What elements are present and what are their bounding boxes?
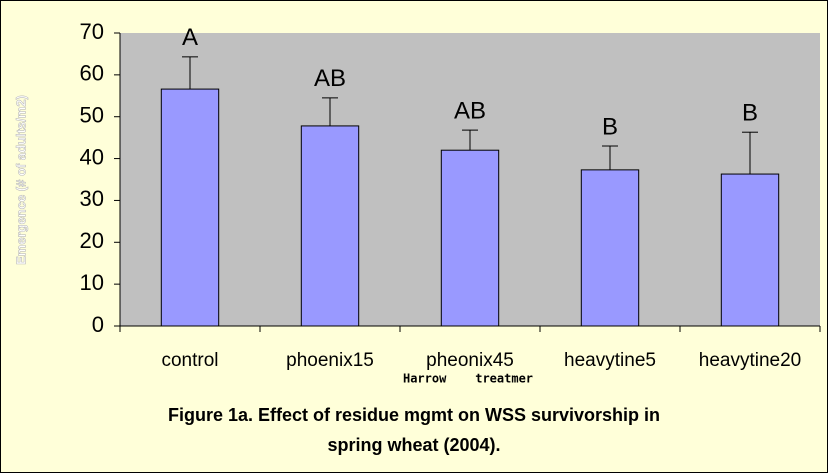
y-tick-label: 40 xyxy=(80,144,104,169)
caption: Figure 1a. Effect of residue mgmt on WSS… xyxy=(168,405,660,455)
error-bar xyxy=(182,56,198,90)
x-axis-label: Harrow treatmer xyxy=(403,372,533,386)
y-axis-label: Emergence (# of adults/m2) xyxy=(13,95,28,265)
bar xyxy=(300,125,360,327)
significance-letter: AB xyxy=(314,65,346,92)
significance-letter: AB xyxy=(454,97,486,124)
caption-line: Figure 1a. Effect of residue mgmt on WSS… xyxy=(168,405,660,425)
bar xyxy=(440,149,500,327)
x-tick-label: heavytine5 xyxy=(564,350,656,371)
y-tick-label: 50 xyxy=(80,103,104,128)
x-tick-label: heavytine20 xyxy=(699,350,801,371)
caption-line: spring wheat (2004). xyxy=(327,435,500,455)
error-bar xyxy=(322,97,338,126)
y-tick-label: 70 xyxy=(80,19,104,44)
y-tick-label: 20 xyxy=(80,228,104,253)
significance-letter: B xyxy=(742,100,758,127)
bar xyxy=(580,169,640,327)
y-tick-label: 10 xyxy=(80,270,104,295)
x-tick-label: phoenix15 xyxy=(286,350,374,371)
error-bar xyxy=(602,145,618,170)
x-tick-label: pheonix45 xyxy=(426,350,514,371)
bar xyxy=(720,173,780,327)
bar xyxy=(160,88,220,327)
significance-letter: A xyxy=(182,24,198,51)
x-tick-label: control xyxy=(161,350,218,371)
significance-letter: B xyxy=(602,113,618,140)
y-tick-label: 60 xyxy=(80,61,104,86)
y-tick-label: 30 xyxy=(80,186,104,211)
error-bar xyxy=(462,129,478,151)
y-tick-label: 0 xyxy=(92,312,104,337)
error-bar xyxy=(742,131,758,175)
